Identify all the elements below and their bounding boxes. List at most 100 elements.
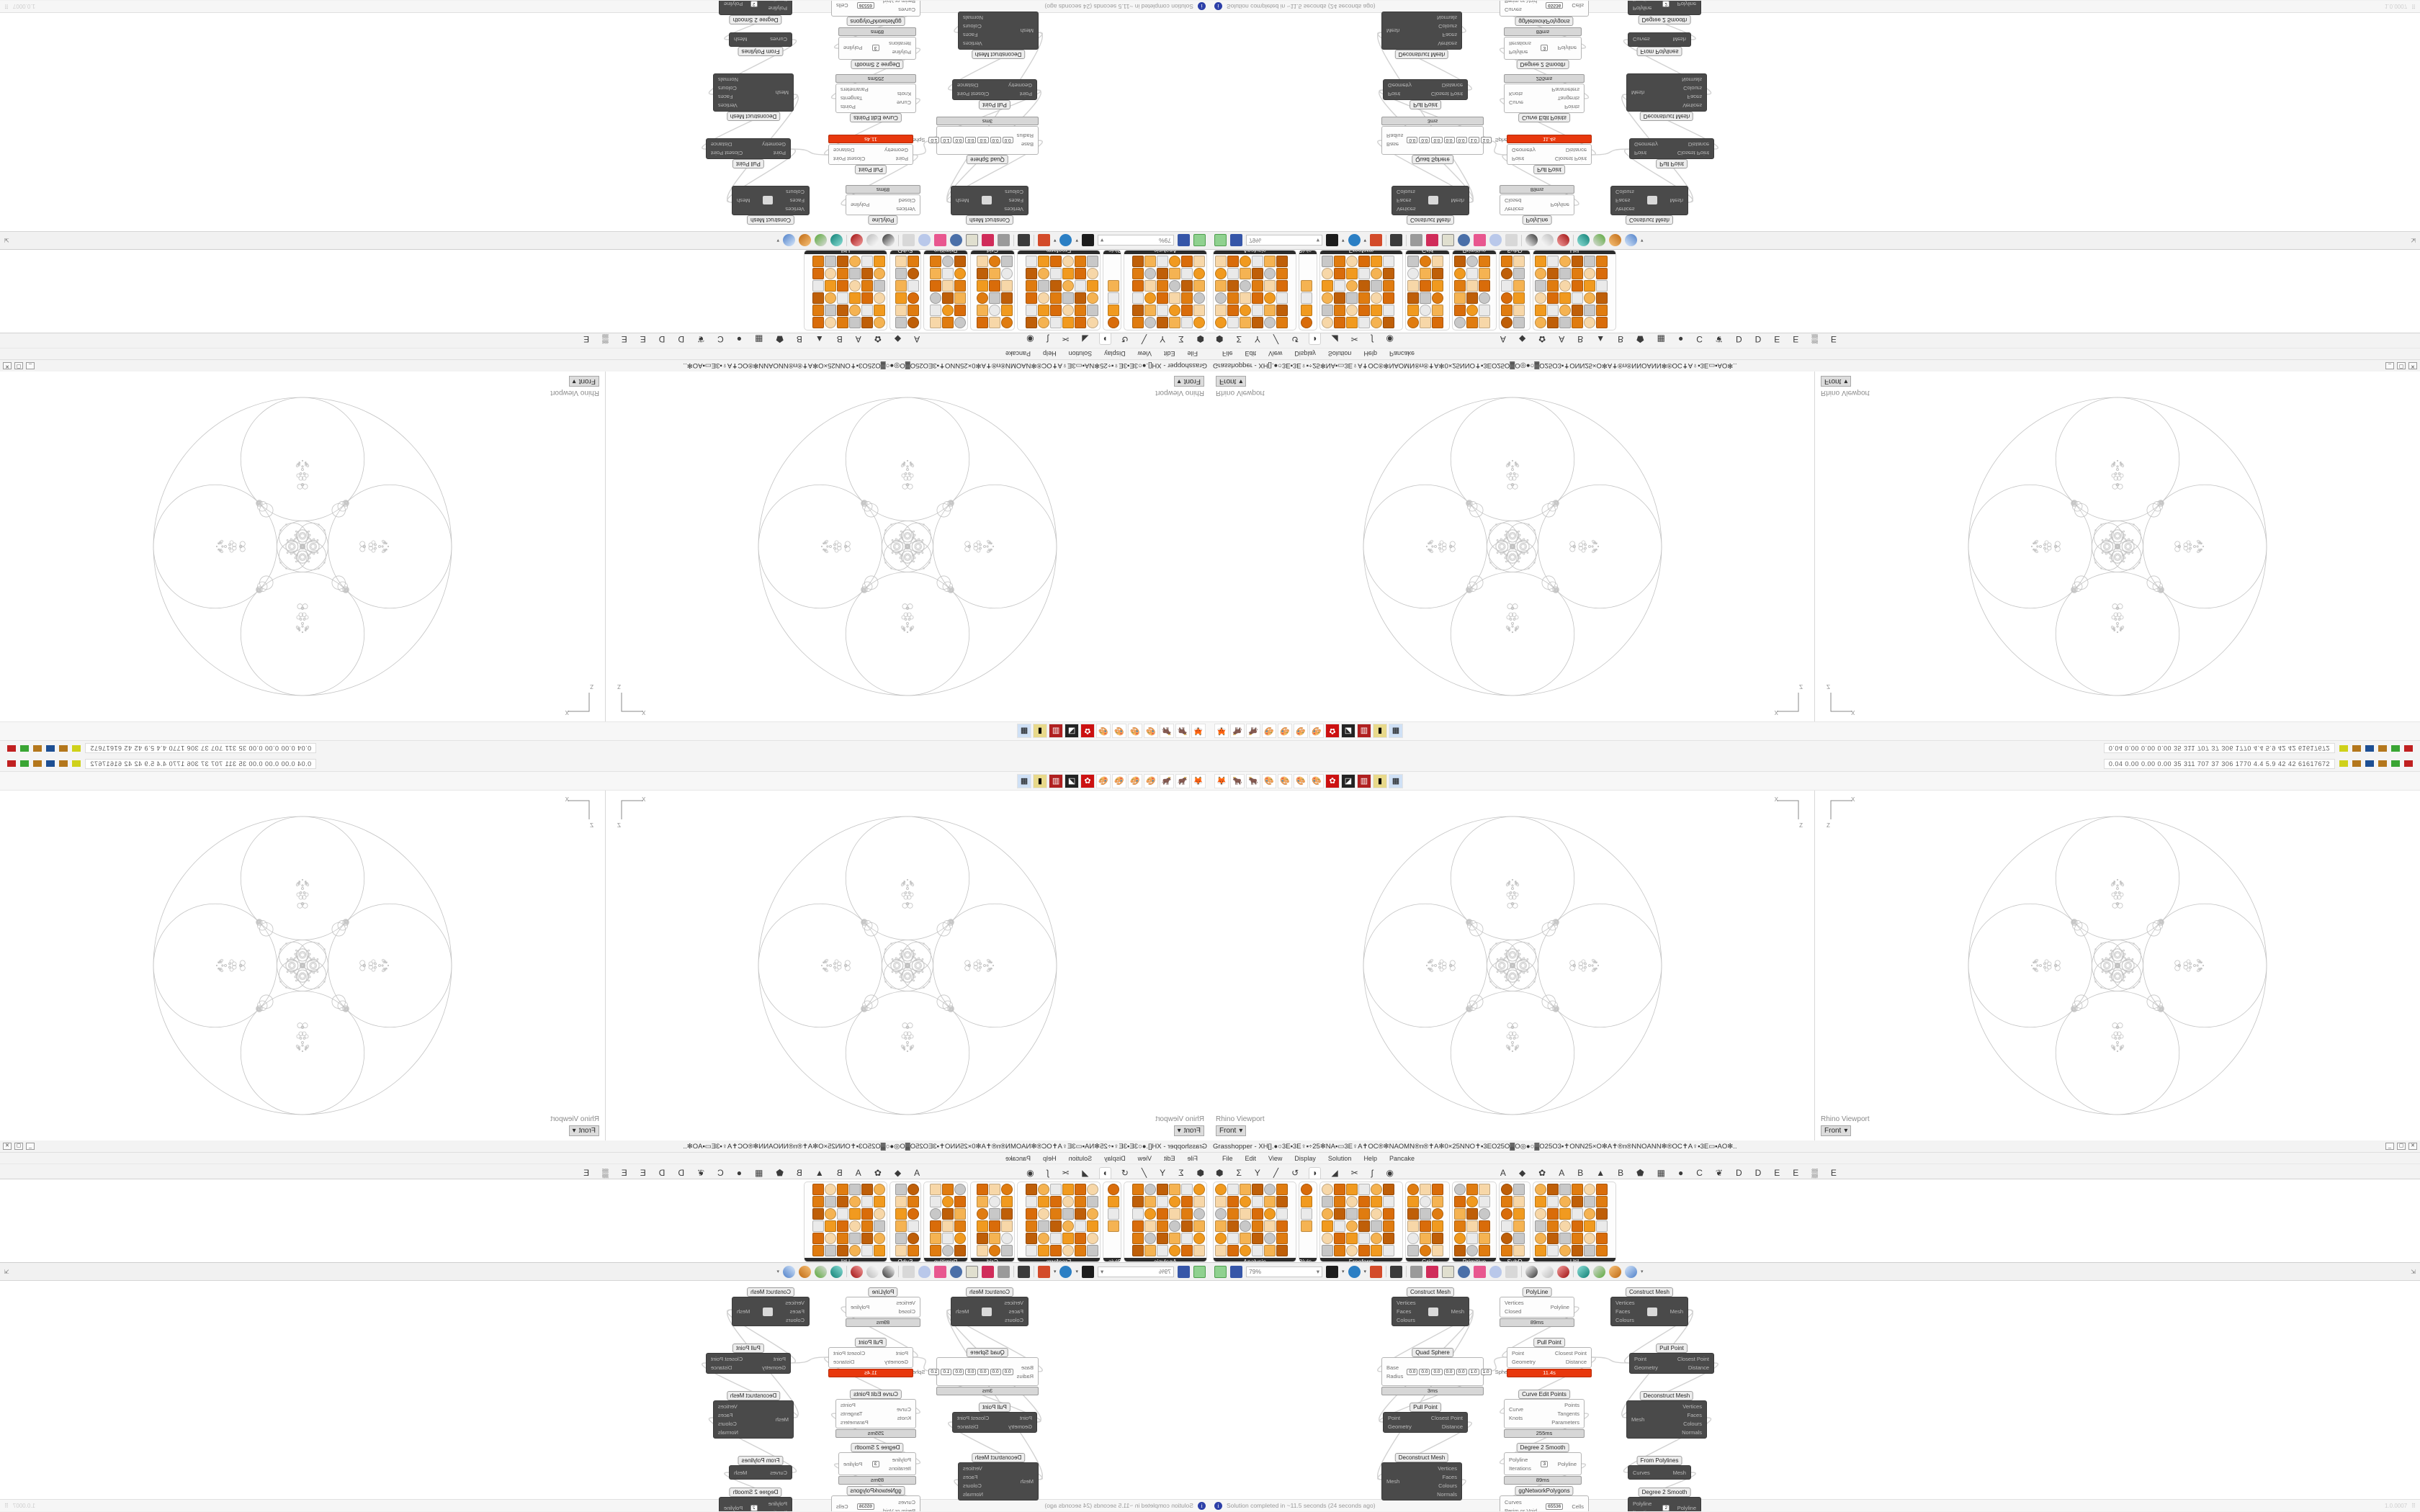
component-icon[interactable]: [1038, 1184, 1049, 1195]
component-icon[interactable]: [1547, 256, 1559, 267]
component-icon[interactable]: [1479, 292, 1490, 304]
input-port[interactable]: Curves: [1633, 36, 1650, 43]
component-icon[interactable]: [1559, 268, 1571, 279]
component-icon[interactable]: [1383, 280, 1394, 292]
input-port[interactable]: Point: [773, 1356, 786, 1362]
component-icon[interactable]: [1383, 1196, 1394, 1207]
component-icon[interactable]: [908, 1233, 919, 1244]
component-icon[interactable]: [1193, 1196, 1205, 1207]
open-file-icon[interactable]: [1193, 1265, 1206, 1278]
component-icon[interactable]: [1501, 305, 1512, 316]
parameter-value[interactable]: 1.0: [928, 137, 940, 144]
input-port[interactable]: Polyline: [892, 1456, 911, 1463]
component-icon[interactable]: [1420, 268, 1431, 279]
definition-canvas[interactable]: i Solution completed in ~11.5 seconds (2…: [0, 1, 1210, 231]
component-icon[interactable]: [1276, 1220, 1288, 1232]
component-name-capsule[interactable]: Curve Edit Points: [850, 113, 902, 122]
search-icon[interactable]: [1458, 1265, 1471, 1278]
component-icon[interactable]: [1572, 1245, 1583, 1256]
component-icon[interactable]: [1169, 280, 1180, 292]
parameter-value[interactable]: 0.0: [1407, 137, 1418, 144]
minimize-button[interactable]: _: [2385, 362, 2394, 369]
note-icon[interactable]: [1442, 234, 1455, 247]
input-ports[interactable]: Curves: [770, 1470, 787, 1476]
component-group-divis[interactable]: Divis…: [1103, 1182, 1121, 1262]
output-port[interactable]: Cells: [836, 1503, 848, 1510]
input-ports[interactable]: Vertices Closed: [1505, 197, 1524, 212]
gh-component-ggnetworkpolygons[interactable]: ggNetworkPolygons Curves Perim or Void 6553…: [1500, 1, 1589, 26]
component-icon[interactable]: [1026, 1245, 1037, 1256]
component-panel[interactable]: Analysis Divis… Freeform Grid Primitive SubD U…: [1210, 1179, 2420, 1263]
chevron-down-icon[interactable]: ▾: [1239, 377, 1243, 385]
input-port[interactable]: Faces: [1615, 1308, 1631, 1315]
component-body[interactable]: PolylineIterations2Polyline: [1628, 1497, 1701, 1511]
output-port[interactable]: Normals: [963, 14, 983, 21]
plugin-tab-6[interactable]: B: [1618, 334, 1624, 344]
component-icon-grid[interactable]: [1406, 254, 1449, 330]
output-port[interactable]: Tangents: [841, 1410, 863, 1417]
component-icon[interactable]: [908, 1208, 919, 1220]
component-icon[interactable]: [895, 292, 907, 304]
ribbon-tab-strip[interactable]: ⬢ Σ Y ╱ ↺ ◗ ◢ ✂ ʃ ◉ A ◆ ✿ A B ▲ B ⬟ ▦ ● C ❦ D D E E ▒ E: [1210, 333, 2420, 348]
component-icon-grid[interactable]: [924, 1182, 967, 1258]
input-port[interactable]: Iterations: [765, 1509, 787, 1512]
zoom-level-combo[interactable]: 79% ▾: [1246, 235, 1322, 246]
ribbon-tab-transform[interactable]: ʃ: [1371, 334, 1373, 344]
input-port[interactable]: Perim or Void: [1505, 1507, 1538, 1512]
component-icon[interactable]: [1075, 292, 1086, 304]
output-port[interactable]: Closest Point: [1677, 1356, 1709, 1362]
component-body[interactable]: Vertices Closed Polyline: [846, 1297, 920, 1318]
output-ports[interactable]: Cells: [836, 3, 848, 9]
component-icon[interactable]: [954, 280, 966, 292]
component-name-capsule[interactable]: Pull Point: [1410, 100, 1441, 109]
gh-component-curve-edit-points[interactable]: Curve Edit Points Curve Knots Points Tangent…: [835, 74, 916, 122]
component-icon[interactable]: [1087, 1220, 1098, 1232]
parameter-value[interactable]: 2: [750, 1504, 758, 1511]
component-icon[interactable]: [1547, 317, 1559, 328]
component-icon[interactable]: [1358, 292, 1370, 304]
component-name-capsule[interactable]: ggNetworkPolygons: [846, 1486, 905, 1495]
component-body[interactable]: Curves Mesh: [1628, 32, 1691, 47]
rhino-viewport-right[interactable]: X Z Rhino Viewport Front ▾: [0, 791, 605, 1140]
component-icon[interactable]: [1547, 1233, 1559, 1244]
component-icon[interactable]: [1346, 1196, 1358, 1207]
component-icon[interactable]: [1227, 1196, 1239, 1207]
input-port[interactable]: Point: [895, 1350, 908, 1356]
component-icon[interactable]: [1026, 1233, 1037, 1244]
component-icon[interactable]: [1334, 1196, 1345, 1207]
gh-component-ggnetworkpolygons[interactable]: ggNetworkPolygons Curves Perim or Void 6553…: [831, 1, 920, 26]
component-icon[interactable]: [1075, 280, 1086, 292]
component-icon[interactable]: [1454, 305, 1466, 316]
input-port[interactable]: Vertices: [1397, 1300, 1416, 1306]
component-icon[interactable]: [1001, 292, 1013, 304]
component-icon[interactable]: [942, 1233, 954, 1244]
component-icon[interactable]: [1169, 256, 1180, 267]
output-port[interactable]: Distance: [833, 147, 855, 153]
component-icon[interactable]: [1050, 280, 1062, 292]
component-group-util[interactable]: Util: [804, 1182, 887, 1262]
component-icon[interactable]: [1513, 317, 1525, 328]
plugin-tab-3[interactable]: A: [855, 334, 861, 344]
ribbon-tab-strip[interactable]: ⬢ Σ Y ╱ ↺ ◗ ◢ ✂ ʃ ◉ A ◆ ✿ A B ▲ B ⬟ ▦ ● C ❦ D D E E ▒ E: [0, 1164, 1210, 1179]
component-icon[interactable]: [989, 1233, 1000, 1244]
parameter-value[interactable]: 0.0: [990, 1368, 1001, 1375]
component-icon[interactable]: [1432, 292, 1443, 304]
calculator-icon[interactable]: ▦: [1017, 724, 1031, 739]
scissors-icon[interactable]: [1505, 234, 1518, 247]
plugin-tab-12[interactable]: D: [678, 334, 685, 344]
component-icon-grid[interactable]: [805, 1182, 887, 1258]
gh-component-deconstruct-mesh[interactable]: Deconstruct Mesh Mesh Vertices Faces Colours…: [713, 73, 794, 121]
component-icon[interactable]: [1479, 268, 1490, 279]
component-icon[interactable]: [1454, 1220, 1466, 1232]
component-icon[interactable]: [1501, 1196, 1512, 1207]
output-ports[interactable]: Cells: [836, 1503, 848, 1510]
component-icon[interactable]: [1181, 292, 1193, 304]
rhino-icon-toolbar[interactable]: 🦊 🐂 🐂 🎨 🎨 🎨 🎨 ✿ ◪ ▥ ▮ ▦: [1210, 772, 2420, 791]
menu-item-help[interactable]: Help: [1043, 1154, 1057, 1162]
gh-component-curve-edit-points[interactable]: Curve Edit Points Curve Knots Points Tangent…: [1504, 74, 1585, 122]
input-port[interactable]: Vertices: [1615, 1300, 1635, 1306]
resize-grip-icon[interactable]: ⠿: [2411, 3, 2416, 10]
input-ports[interactable]: Curves Perim or Void: [883, 1499, 915, 1512]
component-icon[interactable]: [1501, 1220, 1512, 1232]
